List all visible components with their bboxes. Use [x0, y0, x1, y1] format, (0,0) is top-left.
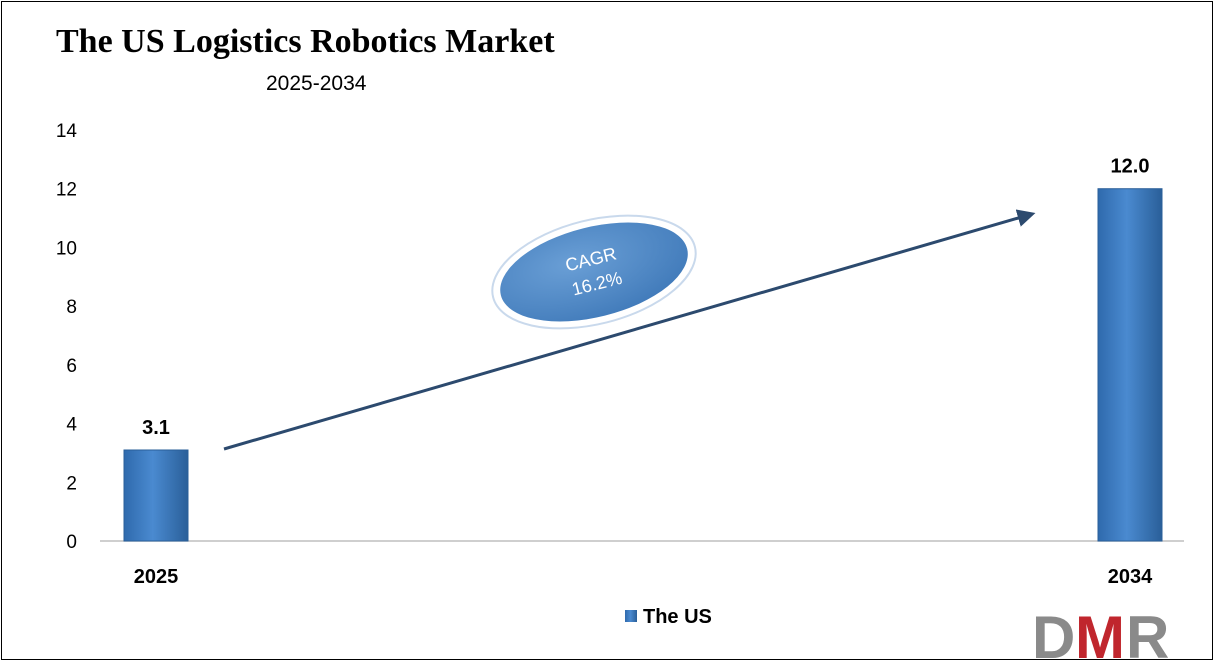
cagr-annotation: CAGR 16.2%: [491, 214, 697, 330]
y-tick-label: 8: [66, 297, 77, 318]
legend-label: The US: [643, 606, 712, 628]
y-tick-label: 14: [56, 121, 78, 142]
y-tick-label: 10: [56, 238, 77, 259]
x-axis-ticks: 2025 2034: [134, 566, 1153, 588]
data-labels-group: 3.1 12.0: [142, 156, 1149, 439]
dmr-logo: D M R: [1032, 604, 1169, 661]
logo-d: D: [1032, 604, 1075, 661]
logo-m: M: [1075, 604, 1125, 661]
legend-swatch: [625, 610, 637, 622]
bar-2034: [1097, 188, 1163, 542]
y-tick-label: 4: [66, 415, 77, 436]
chart-title: The US Logistics Robotics Market: [56, 23, 555, 60]
data-label-2025: 3.1: [142, 417, 170, 439]
cagr-ellipse: [500, 222, 688, 322]
bar-2025: [123, 449, 189, 542]
y-tick-label: 12: [56, 180, 77, 201]
y-tick-label: 6: [66, 356, 77, 377]
y-axis-ticks: 0 2 4 6 8 10 12 14: [56, 121, 78, 553]
x-tick-label: 2025: [134, 566, 179, 588]
x-tick-label: 2034: [1108, 566, 1153, 588]
logo-r: R: [1126, 604, 1169, 661]
growth-arrow: [223, 209, 1036, 451]
y-tick-label: 2: [66, 473, 77, 494]
legend: The US: [625, 606, 712, 628]
data-label-2034: 12.0: [1111, 156, 1150, 178]
y-tick-label: 0: [66, 532, 77, 553]
chart-subtitle: 2025-2034: [266, 72, 367, 95]
bars-group: [123, 188, 1163, 542]
